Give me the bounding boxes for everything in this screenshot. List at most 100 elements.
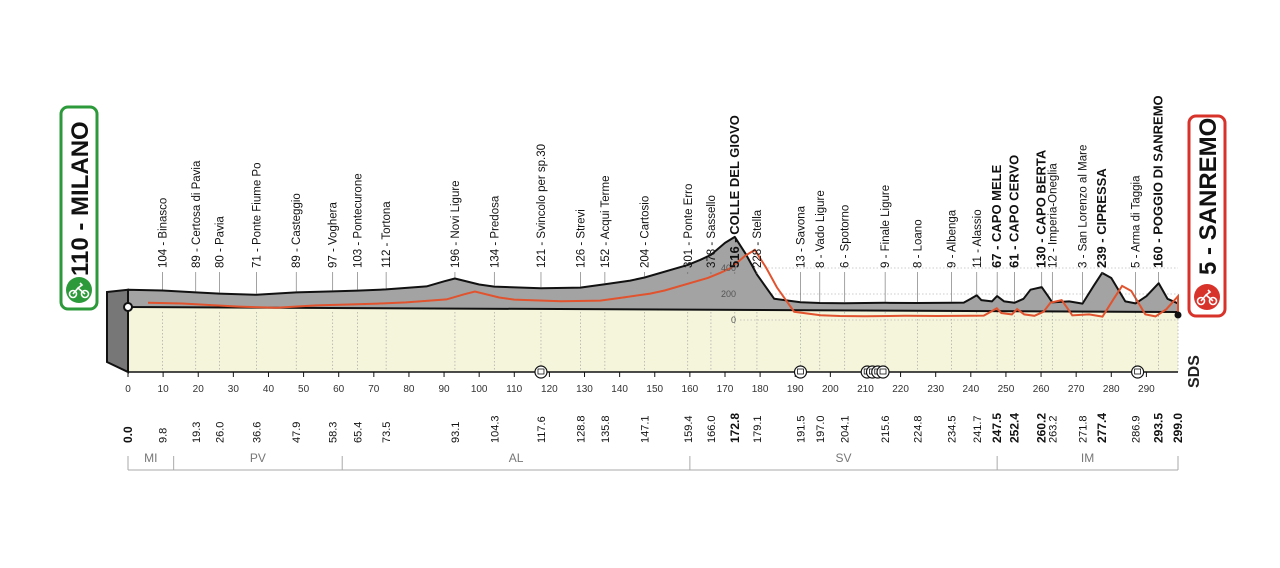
x-tick-label: 110 — [506, 384, 522, 395]
x-tick-label: 70 — [368, 384, 380, 395]
finish-marker — [1174, 311, 1182, 319]
province-label: SV — [836, 451, 852, 465]
x-tick-label: 0 — [125, 384, 131, 395]
place-label: 80 - Pavia — [214, 216, 226, 268]
x-tick-label: 180 — [752, 384, 769, 395]
place-label: 378 - Sassello — [706, 195, 718, 268]
x-tick-label: 40 — [263, 384, 275, 395]
place-label: 160 - POGGIO DI SANREMO — [1151, 95, 1166, 268]
x-tick-label: 210 — [857, 384, 874, 395]
place-label: 6 - Spotorno — [840, 205, 852, 268]
start-badge-frame — [59, 105, 99, 311]
km-label: 128.8 — [575, 415, 587, 443]
altitude-tick-label: 200 — [721, 289, 736, 299]
place-label: 112 - Tortona — [381, 201, 393, 268]
km-label: 197.0 — [815, 415, 827, 443]
place-label: 9 - Albenga — [947, 209, 959, 268]
km-label: 36.6 — [252, 422, 264, 443]
km-label: 93.1 — [450, 422, 462, 443]
place-label: 516 - COLLE DEL GIOVO — [727, 115, 742, 268]
start-cyclist-icon — [66, 277, 92, 303]
km-label: 247.5 — [990, 413, 1004, 443]
km-label: 252.4 — [1007, 413, 1021, 443]
km-label: 159.4 — [683, 415, 695, 443]
tunnel-icon — [793, 365, 808, 379]
finish-label: 5 - SANREMO — [1195, 118, 1222, 275]
x-tick-label: 250 — [998, 384, 1015, 395]
place-label: 103 - Pontecurone — [353, 173, 365, 268]
km-label: 135.8 — [600, 415, 612, 443]
province-label: IM — [1081, 451, 1094, 465]
finish-badge: 5 - SANREMO — [1187, 114, 1227, 318]
tunnel-icon — [876, 365, 890, 379]
tunnel-icon — [534, 365, 548, 379]
place-label: 239 - CIPRESSA — [1094, 168, 1109, 268]
place-label: 71 - Ponte Fiume Po — [252, 163, 264, 268]
profile-front-edge — [147, 248, 1179, 318]
km-label: 73.5 — [381, 422, 393, 443]
km-label: 224.8 — [912, 415, 924, 443]
province-label: PV — [250, 451, 266, 465]
start-label: 110 - MILANO — [67, 121, 94, 276]
x-tick-label: 170 — [717, 384, 734, 395]
x-tick-label: 80 — [403, 384, 415, 395]
place-label: 8 - Vado Ligure — [815, 190, 827, 268]
place-label: 126 - Strevi — [575, 209, 587, 268]
x-tick-label: 190 — [787, 384, 804, 395]
place-label: 89 - Certosa di Pavia — [191, 160, 203, 268]
place-label: 89 - Casteggio — [291, 193, 303, 268]
tunnel-icon — [1131, 365, 1145, 379]
place-label: 134 - Predosa — [489, 195, 501, 268]
km-label: 191.5 — [796, 415, 808, 443]
x-tick-label: 10 — [158, 384, 170, 395]
place-label: 130 - CAPO BERTA — [1034, 149, 1049, 268]
x-tick-label: 280 — [1103, 384, 1120, 395]
km-label: 0.0 — [121, 426, 135, 443]
province-label: AL — [509, 451, 524, 465]
km-label: 117.6 — [536, 416, 548, 443]
km-label: 263.2 — [1047, 415, 1059, 443]
x-tick-label: 150 — [646, 384, 663, 395]
x-tick-label: 230 — [927, 384, 944, 395]
place-label: 121 - Svincolo per sp.30 — [536, 144, 548, 268]
x-tick-label: 60 — [333, 384, 345, 395]
altitude-tick-label: 0 — [731, 315, 736, 325]
km-label: 19.3 — [191, 422, 203, 443]
place-label: 11 - Alassio — [972, 209, 984, 268]
start-cyclist-glyph — [68, 282, 90, 299]
km-label: 271.8 — [1078, 415, 1090, 443]
finish-badge-frame — [1187, 114, 1227, 318]
x-tick-label: 90 — [438, 384, 450, 395]
x-tick-label: 30 — [228, 384, 240, 395]
x-tick-label: 20 — [193, 384, 205, 395]
x-tick-label: 100 — [471, 384, 488, 395]
km-label: 179.1 — [752, 415, 764, 443]
profile-left-wall — [106, 288, 129, 374]
km-label: 241.7 — [972, 415, 984, 443]
km-label: 299.0 — [1171, 413, 1185, 443]
km-label: 286.9 — [1131, 415, 1143, 443]
km-label: 166.0 — [706, 415, 718, 443]
place-label: 5 - Arma di Taggia — [1131, 175, 1143, 268]
km-label: 260.2 — [1035, 413, 1049, 443]
km-label: 9.8 — [157, 428, 169, 443]
finish-cyclist-glyph — [1196, 289, 1218, 306]
km-label: 65.4 — [353, 422, 365, 443]
km-label: 26.0 — [214, 422, 226, 443]
place-label: 13 - Savona — [796, 205, 808, 268]
place-label: 67 - CAPO MELE — [989, 164, 1004, 268]
x-tick-label: 240 — [962, 384, 979, 395]
place-label: 97 - Voghera — [328, 202, 340, 268]
plot-area: 400 200 0 0 10 20 30 40 50 60 70 80 90 100 110 120 130 14… — [106, 95, 1185, 471]
km-label: 215.6 — [880, 415, 892, 443]
x-tick-label: 130 — [576, 384, 593, 395]
place-label: 61 - CAPO CERVO — [1006, 155, 1021, 268]
place-label: 204 - Cartosio — [640, 196, 652, 268]
x-tick-label: 120 — [541, 384, 558, 395]
km-label: 204.1 — [840, 415, 852, 443]
start-badge: 110 - MILANO — [59, 105, 99, 311]
km-label: 147.1 — [640, 415, 652, 443]
place-label: 12 - Imperia-Oneglia — [1047, 163, 1059, 268]
